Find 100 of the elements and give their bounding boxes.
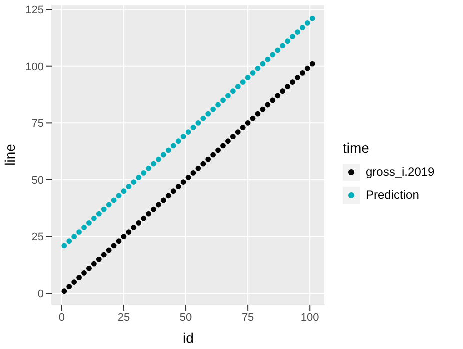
point — [106, 248, 112, 254]
point — [210, 152, 216, 158]
point — [66, 238, 72, 244]
point — [310, 16, 316, 22]
point — [160, 198, 166, 204]
point — [240, 125, 246, 130]
point — [216, 102, 221, 108]
point — [176, 184, 182, 190]
y-tick-label: 125 — [26, 4, 44, 16]
point — [82, 270, 87, 276]
point — [196, 166, 202, 172]
point — [216, 148, 221, 154]
point — [186, 175, 192, 180]
x-tick-label: 75 — [242, 312, 254, 324]
point — [255, 66, 261, 72]
point — [265, 56, 271, 62]
point — [310, 61, 316, 67]
x-tick-label: 100 — [300, 312, 320, 324]
point — [270, 98, 276, 104]
point — [250, 70, 256, 76]
point — [235, 130, 241, 135]
point — [126, 184, 132, 190]
point — [180, 134, 186, 140]
point — [245, 120, 251, 126]
point — [121, 234, 127, 240]
point — [245, 75, 251, 80]
point — [146, 211, 152, 217]
point — [86, 266, 92, 272]
point — [295, 30, 300, 35]
point — [255, 111, 261, 117]
point — [210, 106, 216, 112]
point — [290, 80, 296, 85]
y-tick-label: 25 — [32, 232, 44, 244]
point — [265, 102, 271, 108]
point — [226, 138, 231, 144]
point — [96, 211, 102, 217]
y-tick-label: 75 — [32, 118, 44, 130]
point — [146, 166, 152, 172]
point — [156, 156, 162, 162]
point — [220, 143, 226, 149]
point — [62, 288, 68, 294]
x-tick-label: 50 — [180, 312, 192, 324]
point — [131, 180, 137, 185]
point — [91, 261, 97, 267]
point — [280, 43, 286, 49]
legend-title: time — [343, 140, 370, 156]
point — [285, 84, 290, 90]
point — [226, 93, 231, 99]
point — [304, 20, 310, 26]
point — [82, 225, 87, 230]
point — [62, 243, 68, 249]
point — [141, 170, 147, 176]
point — [200, 116, 206, 122]
point — [280, 88, 286, 94]
point — [196, 120, 202, 126]
x-axis-title: id — [183, 330, 194, 346]
point — [275, 48, 281, 54]
point — [66, 284, 72, 290]
point — [230, 134, 236, 140]
point — [240, 80, 246, 85]
point — [160, 152, 166, 158]
y-tick-label: 100 — [26, 61, 44, 74]
point — [72, 280, 78, 285]
point — [121, 188, 127, 194]
x-tick-label: 25 — [118, 312, 130, 324]
point — [151, 161, 156, 167]
point — [260, 106, 266, 112]
point — [180, 180, 186, 185]
x-tick-label: 0 — [58, 312, 65, 324]
point — [206, 156, 212, 162]
point — [106, 202, 112, 208]
y-axis-title: line — [2, 144, 18, 166]
point — [166, 193, 172, 199]
legend-label: gross_i.2019 — [366, 165, 435, 179]
point — [270, 52, 276, 58]
point — [176, 138, 182, 144]
point — [220, 98, 226, 104]
point — [131, 225, 137, 230]
point — [206, 111, 212, 117]
point — [290, 34, 296, 40]
point — [91, 216, 97, 222]
point — [72, 234, 78, 240]
point — [111, 198, 117, 204]
point — [166, 148, 172, 154]
point — [304, 66, 310, 72]
point — [136, 175, 142, 180]
point — [136, 220, 142, 226]
y-tick-label: 50 — [32, 174, 44, 187]
point — [186, 130, 192, 135]
point — [230, 88, 236, 94]
point — [156, 202, 162, 208]
point — [300, 25, 306, 30]
point — [190, 170, 196, 176]
point — [86, 220, 92, 226]
point — [260, 61, 266, 67]
point — [151, 206, 156, 212]
point — [126, 230, 132, 235]
point — [235, 84, 241, 90]
point — [295, 75, 300, 80]
point — [300, 70, 306, 76]
